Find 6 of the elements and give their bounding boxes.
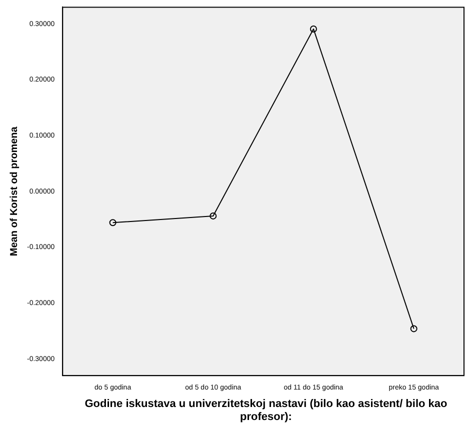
point (310, 25, 317, 32)
point (109, 219, 116, 226)
y-axis-title: Mean of Korist od promena (8, 126, 20, 256)
point (210, 212, 217, 220)
x-axis-title: Godine iskustava u univerzitetskoj nastavi (bilo kao asistent/ bilo kao profesor): (84, 398, 448, 424)
point (410, 325, 418, 332)
